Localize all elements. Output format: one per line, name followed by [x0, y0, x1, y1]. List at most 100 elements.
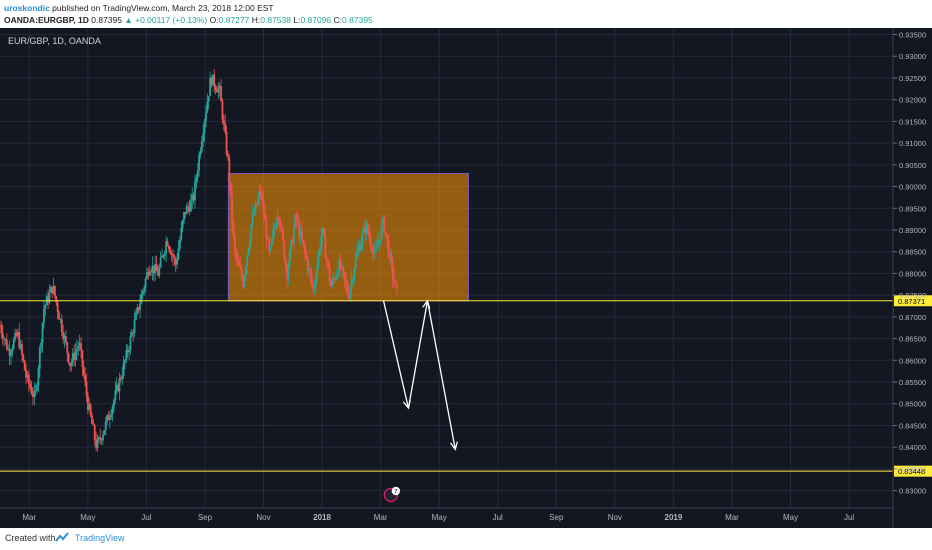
- candle-body: [11, 348, 14, 353]
- time-tick-label: Sep: [198, 513, 213, 522]
- candle-body: [135, 312, 137, 320]
- candle-body: [218, 85, 221, 89]
- candle-body: [140, 294, 143, 304]
- candle-body: [360, 243, 363, 251]
- candle-body: [258, 190, 261, 198]
- candle-body: [78, 343, 81, 346]
- event-markers[interactable]: 7: [383, 486, 401, 503]
- candle-body: [217, 88, 220, 93]
- candle-body: [387, 240, 390, 258]
- open-label: O:: [209, 15, 219, 25]
- candle-body: [231, 193, 233, 222]
- candle-body: [47, 296, 49, 303]
- candle-body: [34, 390, 37, 392]
- candle-body: [106, 415, 108, 422]
- price-axis[interactable]: 0.93500 0.93000 0.92500 0.92000 0.91500 0.910…: [892, 28, 926, 528]
- candle-body: [100, 439, 103, 441]
- time-tick-label: Mar: [374, 513, 388, 522]
- candle-body: [51, 286, 54, 294]
- footer: Created with TradingView: [0, 528, 932, 550]
- candle-body: [65, 336, 67, 343]
- price-chart[interactable]: 0.87371 0.83448 0.93500 0.93000 0.92500 0.92…: [0, 28, 932, 528]
- candle-body: [284, 258, 287, 265]
- candle-body: [37, 368, 40, 386]
- candle-body: [288, 250, 291, 267]
- candle-body: [4, 338, 7, 340]
- price-tick-label: 0.85000: [899, 400, 926, 409]
- candle-body: [373, 250, 376, 252]
- candle-body: [349, 288, 352, 299]
- candle-body: [92, 423, 95, 426]
- candle-body: [161, 255, 163, 258]
- event-count-label: 7: [394, 489, 398, 496]
- candle-body: [99, 437, 102, 440]
- candle-body: [205, 112, 207, 122]
- candle-body: [291, 240, 294, 244]
- candle-body: [141, 291, 144, 295]
- publish-line: uroskondic published on TradingView.com,…: [4, 3, 274, 13]
- time-axis[interactable]: Mar May Jul Sep Nov 2018 Mar May Jul Sep Nov 2019 Ma…: [0, 507, 893, 522]
- tradingview-link[interactable]: TradingView: [75, 533, 125, 543]
- candle-body: [239, 265, 242, 269]
- username-link[interactable]: uroskondic: [4, 3, 50, 13]
- candle-body: [353, 269, 356, 280]
- candle-body: [354, 257, 357, 270]
- candle-body: [137, 307, 140, 311]
- price-tick-label: 0.86000: [899, 356, 926, 365]
- candle-body: [286, 264, 288, 280]
- candle-body: [139, 303, 141, 311]
- candle-body: [334, 278, 336, 280]
- candle-body: [165, 241, 168, 253]
- arrow-segment: [407, 300, 429, 409]
- horizontal-levels[interactable]: 0.87371 0.83448: [0, 295, 932, 477]
- candle-body: [229, 181, 232, 194]
- candle-body: [3, 338, 6, 340]
- candle-body: [379, 239, 382, 241]
- candle-body: [393, 278, 395, 283]
- level-price-label: 0.83448: [898, 467, 925, 476]
- candle-body: [118, 378, 121, 392]
- candle-body: [73, 353, 76, 361]
- candle-body: [213, 74, 216, 87]
- candle-body: [391, 262, 394, 279]
- price-tick-label: 0.92500: [899, 74, 926, 83]
- candle-body: [8, 349, 11, 356]
- candle-body: [254, 203, 257, 214]
- last-price: 0.87395: [91, 15, 122, 25]
- candle-body: [0, 325, 1, 327]
- candle-body: [316, 265, 319, 279]
- candle-body: [183, 212, 185, 221]
- low-label: L:: [293, 15, 301, 25]
- candle-body: [167, 245, 170, 250]
- candle-body: [247, 248, 250, 256]
- candle-body: [270, 238, 273, 245]
- candle-body: [340, 266, 343, 269]
- candle-body: [368, 233, 371, 239]
- price-tick-label: 0.87000: [899, 313, 926, 322]
- candle-body: [242, 277, 244, 287]
- candle-body: [380, 225, 383, 240]
- candle-body: [308, 268, 310, 271]
- candle-body: [184, 212, 187, 215]
- candle-body: [371, 246, 374, 254]
- candle-body: [69, 362, 71, 367]
- candle-body: [32, 394, 34, 398]
- range-box[interactable]: [227, 173, 469, 302]
- candle-body: [327, 260, 330, 266]
- candle-body: [110, 414, 113, 418]
- candle-body: [310, 275, 313, 284]
- price-tick-label: 0.87500: [899, 291, 926, 300]
- candle-body: [166, 241, 169, 246]
- candle-body: [292, 228, 295, 244]
- candle-body: [154, 264, 157, 274]
- time-tick-label: Jul: [493, 513, 503, 522]
- price-change: ▲ +0.00117 (+0.13%): [124, 15, 208, 25]
- candle-body: [91, 415, 93, 424]
- candle-body: [133, 319, 136, 334]
- candle-body: [125, 349, 128, 361]
- created-with-label: Created with: [5, 533, 56, 543]
- candle-body: [367, 223, 369, 234]
- projection-arrows[interactable]: [382, 299, 459, 451]
- candle-body: [265, 221, 268, 240]
- candle-body: [170, 253, 173, 255]
